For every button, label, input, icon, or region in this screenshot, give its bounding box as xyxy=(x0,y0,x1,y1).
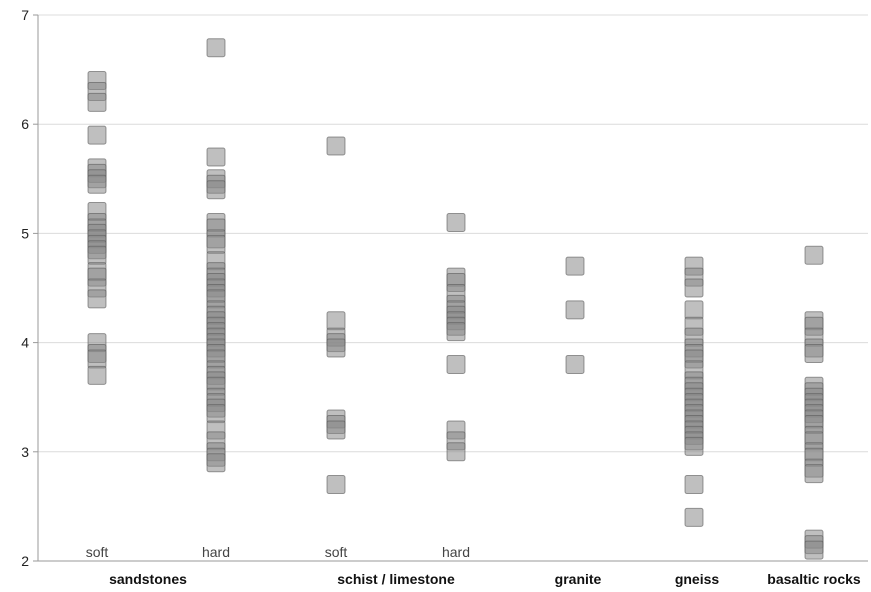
data-point xyxy=(206,234,226,254)
data-point xyxy=(804,245,824,265)
y-tick-label: 4 xyxy=(21,335,29,351)
data-point xyxy=(206,38,226,58)
group-labels: sandstones schist / limestone granite gneis… xyxy=(109,571,861,587)
category-sub-labels: soft hard soft hard xyxy=(86,544,470,560)
y-tick-label: 7 xyxy=(21,7,29,23)
data-point xyxy=(206,404,226,424)
group-label: basaltic rocks xyxy=(767,571,861,587)
data-point xyxy=(87,289,107,309)
data-point xyxy=(684,300,704,320)
data-point xyxy=(446,212,466,232)
data-point xyxy=(326,420,346,440)
group-label: schist / limestone xyxy=(337,571,455,587)
data-point xyxy=(565,300,585,320)
data-point xyxy=(87,92,107,112)
y-tick-label: 3 xyxy=(21,444,29,460)
category-sub-label: hard xyxy=(202,544,230,560)
data-point xyxy=(804,344,824,364)
data-point xyxy=(206,147,226,167)
data-point xyxy=(565,256,585,276)
data-markers xyxy=(87,38,824,560)
data-point xyxy=(684,436,704,456)
group-label: sandstones xyxy=(109,571,187,587)
category-sub-label: hard xyxy=(442,544,470,560)
data-point xyxy=(326,338,346,358)
data-point xyxy=(87,365,107,385)
category-sub-label: soft xyxy=(325,544,348,560)
data-point xyxy=(326,136,346,156)
data-point xyxy=(326,475,346,495)
data-point xyxy=(684,475,704,495)
data-point xyxy=(446,354,466,374)
data-point xyxy=(206,453,226,473)
y-tick-label: 6 xyxy=(21,116,29,132)
data-point xyxy=(804,464,824,484)
y-tick-label: 5 xyxy=(21,225,29,241)
gridlines xyxy=(33,14,868,562)
group-label: gneiss xyxy=(675,571,720,587)
data-point xyxy=(804,540,824,560)
data-point xyxy=(446,442,466,462)
data-point xyxy=(446,322,466,342)
data-point xyxy=(87,245,107,265)
data-point xyxy=(87,349,107,369)
data-point xyxy=(684,278,704,298)
data-point xyxy=(87,125,107,145)
group-label: granite xyxy=(555,571,602,587)
y-tick-label: 2 xyxy=(21,553,29,569)
category-sub-label: soft xyxy=(86,544,109,560)
data-point xyxy=(206,180,226,200)
data-point xyxy=(87,174,107,194)
y-tick-labels: 2 3 4 5 6 7 xyxy=(21,7,29,569)
data-point xyxy=(326,311,346,331)
data-point xyxy=(684,507,704,527)
data-point xyxy=(565,354,585,374)
